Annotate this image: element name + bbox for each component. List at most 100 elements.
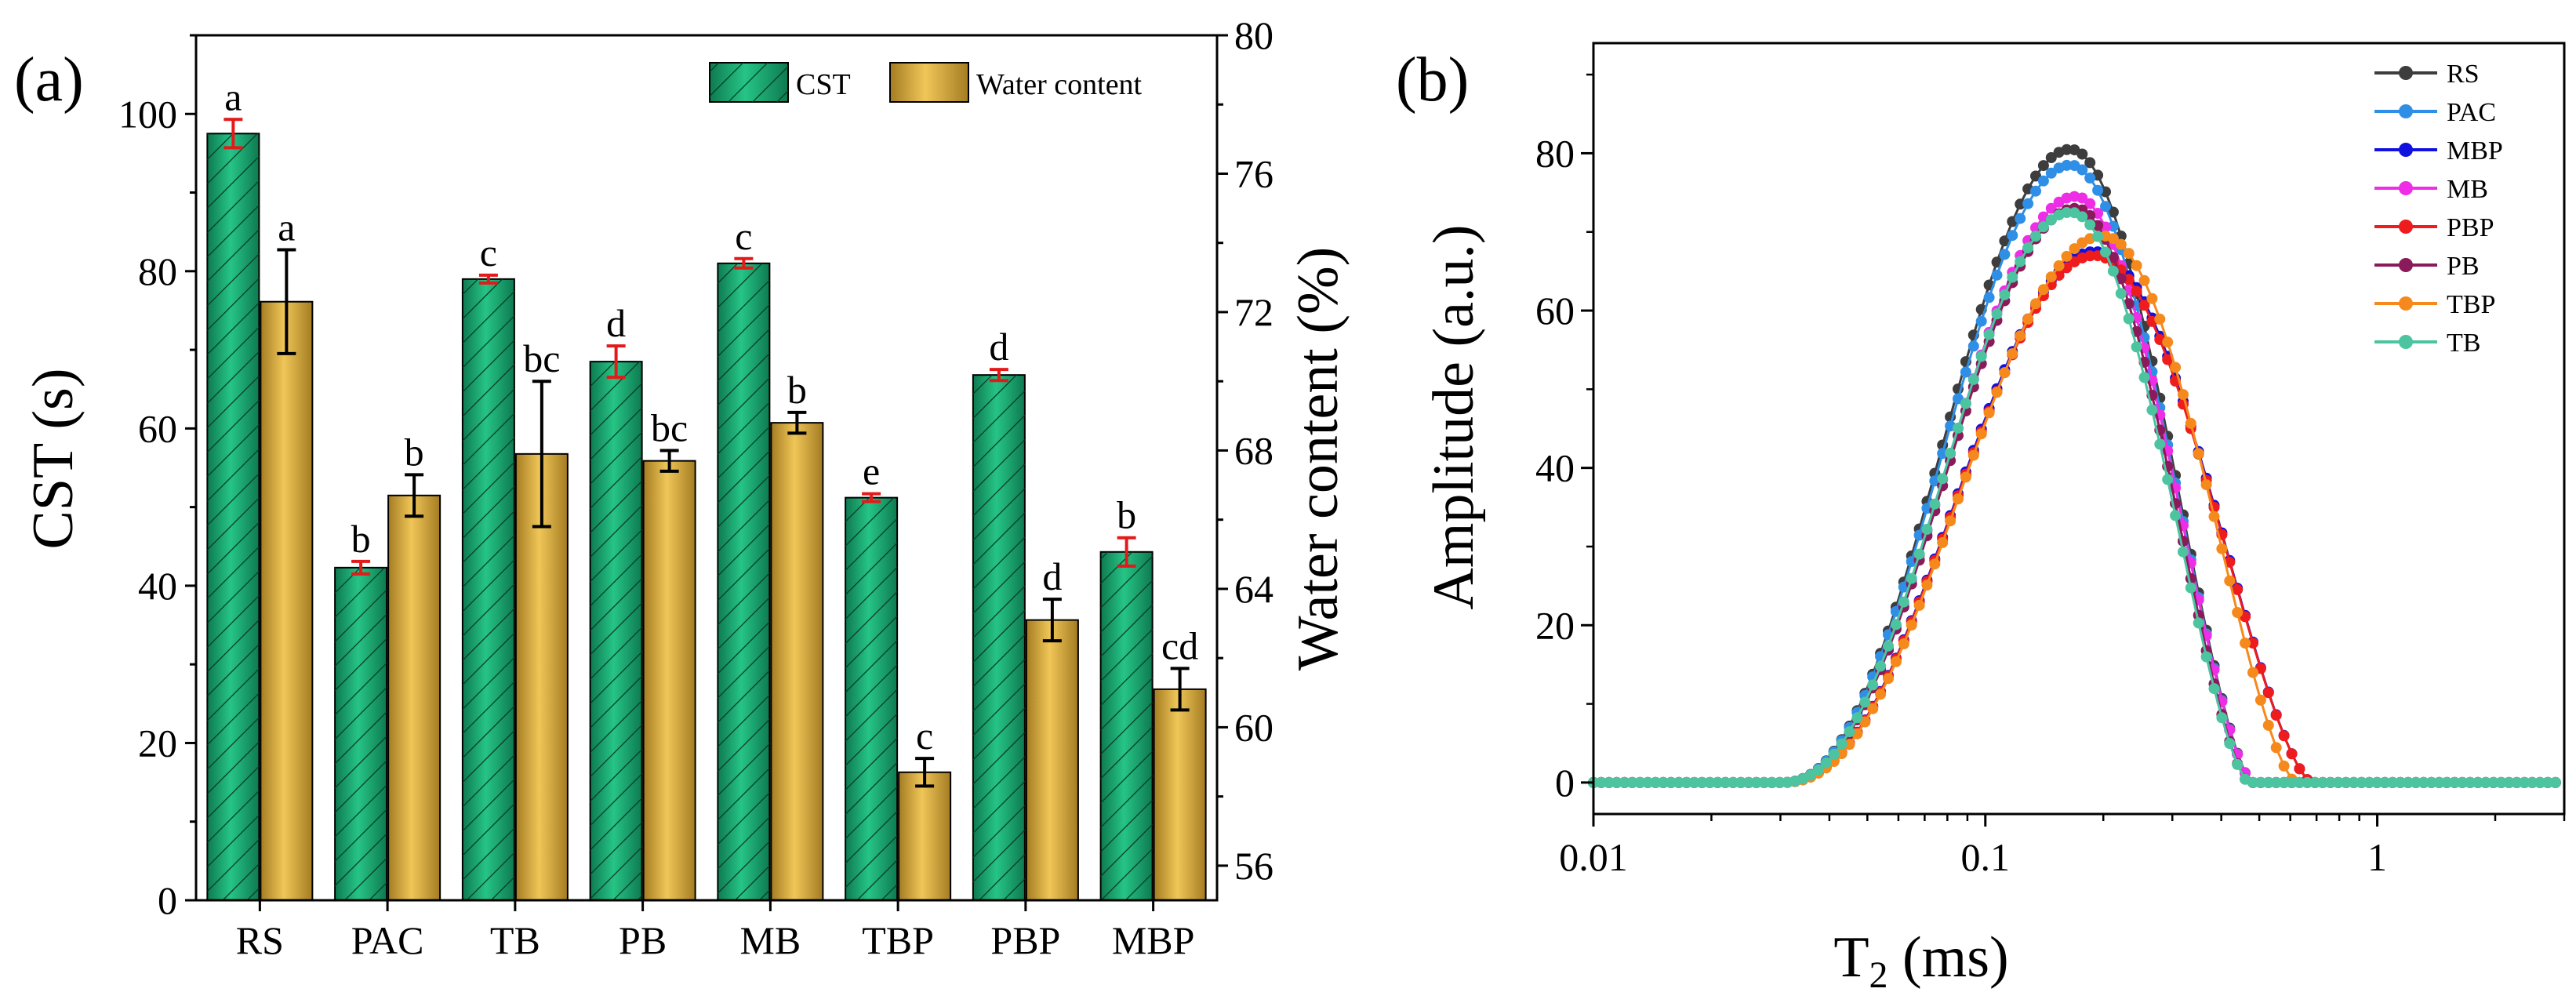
legend-water-content-swatch xyxy=(889,62,969,103)
series-point-pac-53 xyxy=(1999,249,2011,260)
series-point-tbp-38 xyxy=(1883,673,1894,685)
y-tick-label-40: 40 xyxy=(138,564,177,608)
series-point-tbp-42 xyxy=(1913,599,1925,611)
panel-a-bar-chart: (a) CST (s) Water content (%) aabbcbcdbc… xyxy=(14,13,1350,962)
series-point-tb-94 xyxy=(2317,776,2328,788)
y-tick-label-20: 20 xyxy=(138,721,177,765)
series-point-tbp-51 xyxy=(1983,407,1995,419)
series-point-rs-53 xyxy=(1999,235,2011,247)
series-point-tbp-84 xyxy=(2240,638,2251,649)
x-tick-label-0.01: 0.01 xyxy=(1559,835,1628,879)
series-point-pac-54 xyxy=(2007,230,2018,242)
series-point-tb-23 xyxy=(1766,776,1778,788)
series-point-tb-102 xyxy=(2379,776,2391,788)
series-point-tbp-81 xyxy=(2216,543,2228,554)
series-point-tb-106 xyxy=(2410,776,2422,788)
series-point-pac-65 xyxy=(2092,184,2104,196)
legend-label-rs: RS xyxy=(2447,60,2480,89)
series-point-tb-29 xyxy=(1812,764,1824,776)
series-point-tbp-53 xyxy=(1999,367,2011,379)
series-point-tbp-73 xyxy=(2154,313,2166,325)
series-point-tbp-39 xyxy=(1890,656,1902,667)
series-point-rs-63 xyxy=(2076,148,2088,160)
series-point-tb-3 xyxy=(1611,776,1622,788)
series-point-pbp-71 xyxy=(2138,300,2150,311)
y-tick-label-60: 60 xyxy=(138,406,177,450)
panel-b-label: (b) xyxy=(1396,45,1469,114)
y-right-tick-label-60: 60 xyxy=(1234,705,1273,749)
panel-a-label: (a) xyxy=(14,45,84,114)
series-point-tb-120 xyxy=(2519,776,2531,788)
series-point-rs-58 xyxy=(2037,160,2049,172)
x-tick-label-MB: MB xyxy=(739,918,801,962)
significance-letter-water-content-TB: bc xyxy=(523,336,560,380)
series-point-tb-22 xyxy=(1758,776,1770,788)
series-point-tb-28 xyxy=(1805,769,1816,781)
legend-marker-tbp xyxy=(2399,296,2413,311)
series-point-tb-99 xyxy=(2356,776,2367,788)
y-tick-label-40: 40 xyxy=(1535,446,1575,490)
series-point-tb-74 xyxy=(2162,474,2174,485)
series-point-tb-57 xyxy=(2030,231,2041,242)
series-point-tb-18 xyxy=(1728,776,1739,788)
series-point-tb-21 xyxy=(1750,776,1762,788)
series-point-tb-80 xyxy=(2208,683,2220,695)
legend-marker-tb xyxy=(2399,335,2413,349)
series-point-tbp-78 xyxy=(2193,448,2204,460)
series-point-tb-82 xyxy=(2224,738,2236,749)
series-point-tbp-46 xyxy=(1945,515,1957,527)
legend-cst-label: CST xyxy=(796,68,851,101)
series-point-tbp-76 xyxy=(2178,389,2189,401)
series-point-pac-56 xyxy=(2022,198,2034,209)
series-point-tb-16 xyxy=(1712,776,1724,788)
series-point-tb-98 xyxy=(2348,776,2360,788)
series-point-tb-2 xyxy=(1603,776,1615,788)
series-point-tbp-86 xyxy=(2254,694,2266,706)
legend-label-mb: MB xyxy=(2447,175,2488,204)
series-point-tbp-68 xyxy=(2115,238,2127,250)
panel-b-series xyxy=(1588,144,2561,788)
series-point-tb-111 xyxy=(2449,776,2461,788)
bar-water-content-PAC xyxy=(387,494,441,901)
series-point-tbp-89 xyxy=(2278,760,2290,772)
bar-water-content-TB xyxy=(514,452,569,901)
significance-letter-cst-MBP: b xyxy=(1117,493,1136,537)
series-line-mbp xyxy=(1593,250,2556,784)
y-right-tick-label-64: 64 xyxy=(1234,567,1273,611)
y-right-tick-label-56: 56 xyxy=(1234,844,1273,888)
series-point-tb-97 xyxy=(2340,776,2352,788)
series-point-pbp-87 xyxy=(2262,687,2274,699)
series-point-pac-49 xyxy=(1967,340,1979,352)
legend-marker-pb xyxy=(2399,258,2413,272)
series-point-tb-77 xyxy=(2185,582,2196,594)
series-point-tbp-56 xyxy=(2022,313,2034,325)
y-right-tick-label-72: 72 xyxy=(1234,290,1273,334)
significance-letter-cst-PB: d xyxy=(606,301,626,345)
series-point-tb-67 xyxy=(2107,265,2119,277)
series-point-tb-104 xyxy=(2395,776,2406,788)
series-point-pac-64 xyxy=(2084,173,2096,184)
series-point-tb-14 xyxy=(1696,776,1708,788)
y-tick-label-0: 0 xyxy=(158,878,177,922)
series-point-tb-6 xyxy=(1634,776,1646,788)
series-point-tb-78 xyxy=(2193,617,2204,629)
x-tick-label-MBP: MBP xyxy=(1112,918,1195,962)
significance-letter-cst-TB: c xyxy=(480,231,497,274)
series-point-tb-76 xyxy=(2178,546,2189,558)
series-point-tb-93 xyxy=(2309,776,2321,788)
legend-marker-rs xyxy=(2399,66,2413,80)
series-point-tb-89 xyxy=(2278,776,2290,788)
series-point-tb-8 xyxy=(1650,776,1662,788)
series-point-tb-36 xyxy=(1867,679,1879,691)
series-point-tbp-52 xyxy=(1991,387,2003,398)
series-point-pac-66 xyxy=(2100,201,2111,213)
bar-water-content-RS xyxy=(260,300,314,901)
x-title-subscript: 2 xyxy=(1869,954,1888,996)
series-point-tb-64 xyxy=(2084,219,2096,231)
series-point-tb-56 xyxy=(2022,242,2034,254)
series-point-tb-49 xyxy=(1967,373,1979,385)
series-point-tb-51 xyxy=(1983,329,1995,340)
series-point-tbp-60 xyxy=(2053,260,2065,271)
series-point-tb-42 xyxy=(1913,548,1925,560)
x-tick-label-PBP: PBP xyxy=(990,918,1060,962)
